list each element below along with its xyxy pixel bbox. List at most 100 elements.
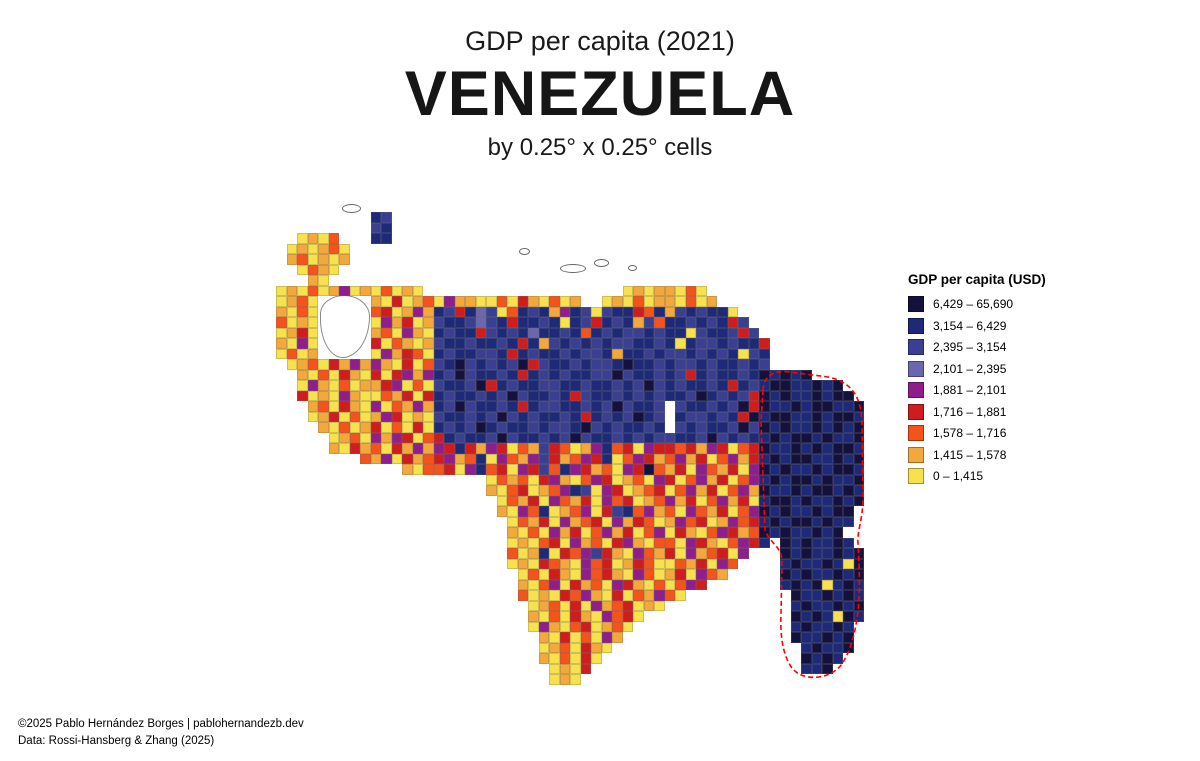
map-cell	[454, 422, 465, 433]
map-cell	[612, 600, 623, 611]
map-cell	[843, 422, 854, 433]
map-cell	[538, 296, 549, 307]
map-cell	[538, 464, 549, 475]
map-cell	[717, 401, 728, 412]
map-cell	[360, 369, 371, 380]
map-cell	[801, 569, 812, 580]
map-cell	[517, 464, 528, 475]
map-cell	[423, 306, 434, 317]
map-cell	[717, 432, 728, 443]
map-cell	[801, 663, 812, 674]
map-cell	[811, 411, 822, 422]
map-cell	[780, 579, 791, 590]
map-cell	[391, 432, 402, 443]
map-cell	[738, 390, 749, 401]
map-cell	[559, 642, 570, 653]
map-cell	[643, 390, 654, 401]
map-cell	[780, 495, 791, 506]
map-cell	[685, 306, 696, 317]
map-cell	[643, 453, 654, 464]
map-cell	[549, 296, 560, 307]
map-cell	[822, 621, 833, 632]
map-cell	[706, 453, 717, 464]
map-cell	[402, 285, 413, 296]
map-cell	[297, 296, 308, 307]
map-cell	[339, 390, 350, 401]
map-cell	[664, 474, 675, 485]
map-cell	[391, 390, 402, 401]
map-cell	[801, 548, 812, 559]
map-cell	[507, 317, 518, 328]
map-cell	[811, 579, 822, 590]
map-cell	[706, 443, 717, 454]
legend-label: 1,881 – 2,101	[933, 383, 1007, 397]
map-cell	[528, 348, 539, 359]
map-cell	[769, 516, 780, 527]
map-cell	[853, 600, 864, 611]
map-cell	[517, 348, 528, 359]
map-cell	[402, 464, 413, 475]
legend-label: 1,578 – 1,716	[933, 426, 1007, 440]
map-cell	[286, 243, 297, 254]
map-cell	[832, 432, 843, 443]
legend-swatch	[908, 360, 924, 377]
legend-item: 6,429 – 65,690	[908, 296, 1128, 312]
map-cell	[643, 537, 654, 548]
map-cell	[391, 306, 402, 317]
map-cell	[570, 443, 581, 454]
map-cell	[465, 296, 476, 307]
map-cell	[601, 369, 612, 380]
map-cell	[696, 401, 707, 412]
map-cell	[759, 495, 770, 506]
map-cell	[454, 359, 465, 370]
map-cell	[685, 348, 696, 359]
map-cell	[286, 359, 297, 370]
map-cell	[727, 516, 738, 527]
map-cell	[433, 422, 444, 433]
map-cell	[507, 506, 518, 517]
map-cell	[832, 590, 843, 601]
map-cell	[559, 348, 570, 359]
map-cell	[601, 495, 612, 506]
map-cell	[370, 338, 381, 349]
map-cell	[528, 422, 539, 433]
map-cell	[507, 537, 518, 548]
map-cell	[643, 485, 654, 496]
map-cell	[559, 485, 570, 496]
map-cell	[759, 527, 770, 538]
map-cell	[738, 474, 749, 485]
map-cell	[454, 338, 465, 349]
map-cell	[559, 422, 570, 433]
map-cell	[591, 432, 602, 443]
map-cell	[402, 411, 413, 422]
map-cell	[843, 558, 854, 569]
map-cell	[685, 443, 696, 454]
map-cell	[538, 642, 549, 653]
map-cell	[475, 432, 486, 443]
map-cell	[612, 537, 623, 548]
map-cell	[496, 296, 507, 307]
map-cell	[759, 432, 770, 443]
map-cell	[759, 516, 770, 527]
map-cell	[570, 632, 581, 643]
map-cell	[822, 537, 833, 548]
map-cell	[685, 380, 696, 391]
map-cell	[507, 548, 518, 559]
map-cell	[412, 369, 423, 380]
map-cell	[622, 569, 633, 580]
chart-title: VENEZUELA	[404, 59, 796, 129]
map-cell	[790, 432, 801, 443]
map-cell	[664, 296, 675, 307]
map-cell	[538, 369, 549, 380]
map-cell	[297, 254, 308, 265]
map-cell	[570, 558, 581, 569]
map-cell	[433, 306, 444, 317]
map-cell	[822, 642, 833, 653]
map-cell	[486, 401, 497, 412]
map-cell	[643, 443, 654, 454]
island-outline	[342, 204, 361, 213]
map-cell	[664, 359, 675, 370]
map-cell	[580, 443, 591, 454]
map-cell	[853, 474, 864, 485]
map-cell	[370, 432, 381, 443]
